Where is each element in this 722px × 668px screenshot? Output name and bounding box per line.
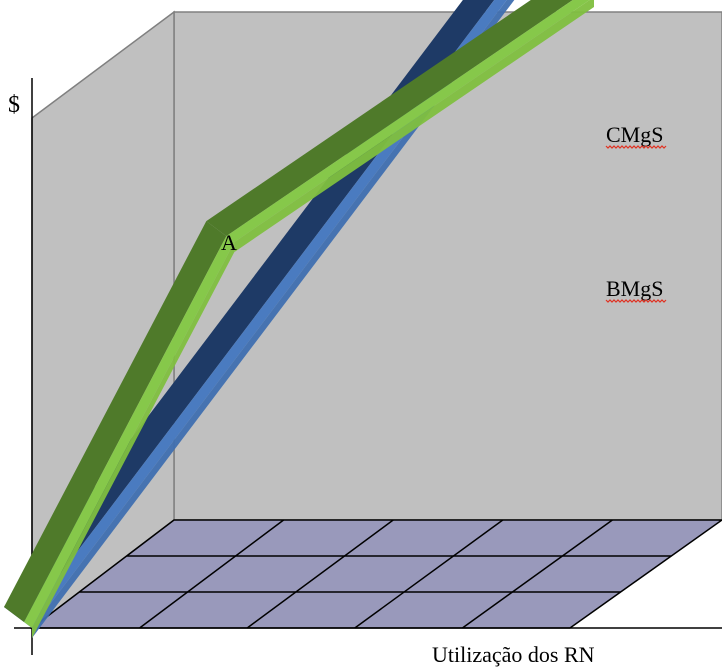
- series-label-bmgs: BMgS: [606, 276, 663, 301]
- series-bmgs: [4, 0, 594, 638]
- series-segment-face: [32, 242, 235, 638]
- floor-grid-col-line: [139, 519, 285, 629]
- series-segment-face: [32, 0, 515, 638]
- x-axis-label: Utilização dos RN: [432, 642, 595, 667]
- series-segment-face: [234, 0, 594, 253]
- annotation-point-a: A: [221, 230, 237, 255]
- floor-grid: [79, 519, 672, 629]
- series-segment-front: [226, 0, 590, 243]
- series-segment-top: [4, 221, 227, 622]
- floor-grid-col-line: [354, 519, 504, 629]
- floor-grid-col-line: [246, 519, 394, 629]
- series-segment-front: [24, 0, 507, 628]
- y-axis-label: $: [8, 92, 20, 118]
- spellcheck-underline-bmgs: [605, 299, 667, 303]
- series-segment-top: [206, 0, 573, 237]
- series-label-cmgs: CMgS: [606, 122, 663, 147]
- spellcheck-underline-cmgs: [605, 145, 667, 149]
- series-layer: [4, 0, 594, 638]
- series-segment-front: [24, 236, 235, 628]
- floor-grid-col-line: [461, 519, 613, 629]
